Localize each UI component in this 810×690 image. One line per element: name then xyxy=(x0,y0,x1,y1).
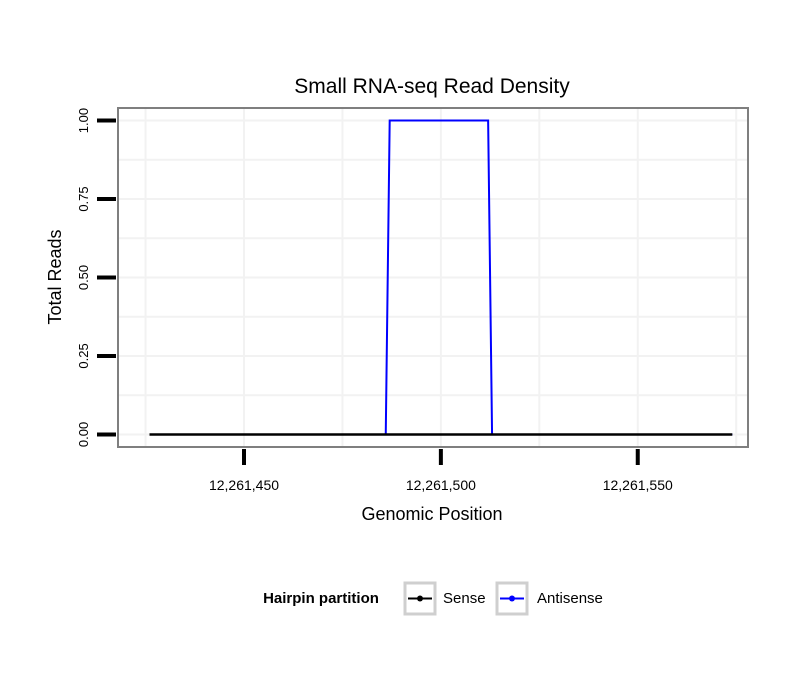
y-tick-label: 1.00 xyxy=(76,108,91,133)
x-axis: 12,261,450 12,261,500 12,261,550 xyxy=(209,449,673,493)
legend-label-sense: Sense xyxy=(443,590,486,607)
x-tick-label: 12,261,550 xyxy=(603,477,673,493)
legend: Hairpin partition Sense Antisense xyxy=(263,581,603,616)
plot-panel xyxy=(117,107,749,448)
y-axis-label: Total Reads xyxy=(45,229,65,324)
y-axis: 0.00 0.25 0.50 0.75 1.00 xyxy=(76,108,116,447)
x-axis-label: Genomic Position xyxy=(361,504,502,524)
x-tick-label: 12,261,500 xyxy=(406,477,476,493)
legend-key-point xyxy=(509,595,515,602)
chart-title: Small RNA-seq Read Density xyxy=(294,75,570,98)
grid-lines xyxy=(118,108,748,447)
y-tick-label: 0.75 xyxy=(76,186,91,211)
legend-key-point xyxy=(417,595,423,602)
y-tick-label: 0.25 xyxy=(76,343,91,368)
plot-border xyxy=(117,107,749,448)
legend-title: Hairpin partition xyxy=(263,590,379,607)
legend-label-antisense: Antisense xyxy=(537,590,603,607)
y-tick-label: 0.50 xyxy=(76,265,91,290)
x-tick-label: 12,261,450 xyxy=(209,477,279,493)
series-lines xyxy=(149,119,733,436)
y-tick-label: 0.00 xyxy=(76,422,91,447)
